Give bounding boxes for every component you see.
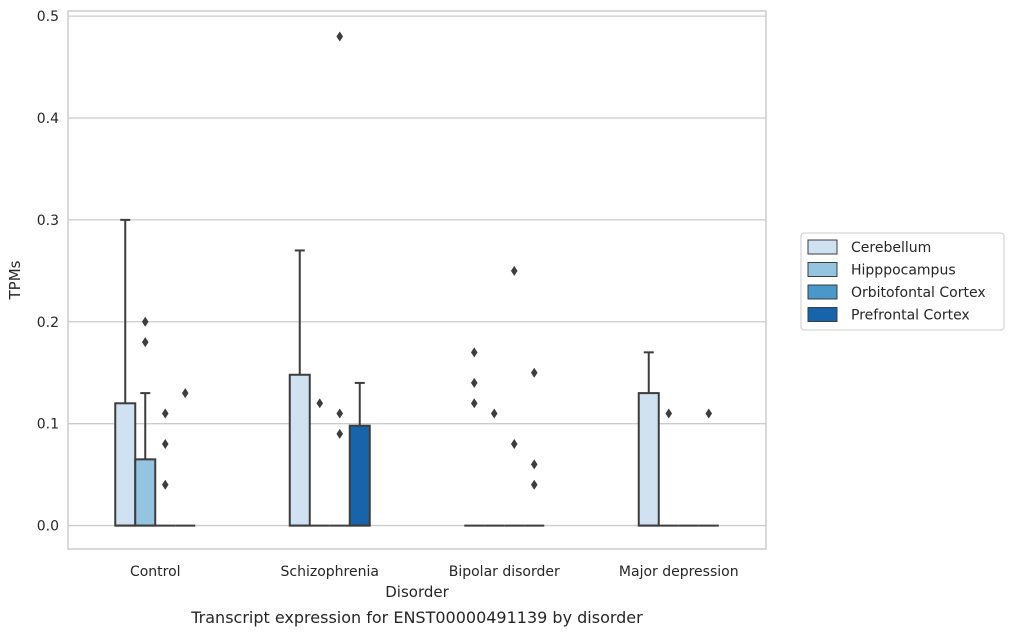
box-groups xyxy=(114,31,719,527)
legend-swatch xyxy=(807,262,838,277)
outlier-point xyxy=(490,408,498,419)
outlier-point xyxy=(530,479,538,490)
box-prefrontal-cortex xyxy=(524,367,545,527)
box-body xyxy=(114,402,137,527)
plot-frame xyxy=(67,10,767,550)
box-body xyxy=(134,458,157,527)
y-tick-label: 0.1 xyxy=(37,417,59,433)
legend: Cerebellum Hipppocampus Orbitofontal Corte… xyxy=(800,232,1005,331)
box-hipppocampus xyxy=(484,408,505,527)
box-prefrontal-cortex xyxy=(698,408,719,527)
outlier-point xyxy=(530,459,538,470)
legend-label: Prefrontal Cortex xyxy=(851,308,970,324)
outlier-point xyxy=(141,337,149,348)
y-tick-labels: 0.0 0.1 0.2 0.3 0.4 0.5 xyxy=(37,9,59,534)
x-tick-label: Schizophrenia xyxy=(281,564,379,580)
legend-label: Hipppocampus xyxy=(851,263,956,279)
chart-caption: Transcript expression for ENST0000049113… xyxy=(190,608,643,627)
outlier-point xyxy=(336,31,344,42)
x-tick-label: Major depression xyxy=(619,564,739,580)
outlier-point xyxy=(510,265,518,276)
outlier-point xyxy=(336,428,344,439)
box-hipppocampus xyxy=(658,408,679,527)
outlier-point xyxy=(161,479,169,490)
box-cerebellum xyxy=(464,347,485,527)
box-hipppocampus xyxy=(309,398,330,527)
x-tick-labels: Control Schizophrenia Bipolar disorder Majo… xyxy=(130,564,739,580)
box-orbitofontal-cortex xyxy=(504,265,525,527)
outlier-point xyxy=(510,439,518,450)
legend-item: Hipppocampus xyxy=(807,262,956,279)
outlier-point xyxy=(161,439,169,450)
y-tick-label: 0.3 xyxy=(37,213,59,229)
y-tick-label: 0.5 xyxy=(37,9,59,25)
box-prefrontal-cortex xyxy=(175,388,196,527)
legend-label: Orbitofontal Cortex xyxy=(851,285,986,301)
legend-item: Prefrontal Cortex xyxy=(807,307,970,324)
outlier-point xyxy=(705,408,713,419)
legend-label: Cerebellum xyxy=(851,240,931,256)
legend-swatch xyxy=(807,284,838,300)
legend-item: Cerebellum xyxy=(807,239,931,256)
x-tick-label: Bipolar disorder xyxy=(449,564,560,580)
legend-item: Orbitofontal Cortex xyxy=(807,284,986,301)
outlier-point xyxy=(530,367,538,378)
outlier-point xyxy=(181,388,189,399)
legend-swatch xyxy=(807,307,838,322)
y-axis-label: TPMs xyxy=(6,260,24,300)
legend-swatch xyxy=(807,239,838,255)
outlier-point xyxy=(336,408,344,419)
outlier-point xyxy=(161,408,169,419)
plot-background xyxy=(68,11,766,549)
outlier-point xyxy=(316,398,324,409)
box-orbitofontal-cortex xyxy=(329,31,350,527)
box-cerebellum xyxy=(288,249,311,527)
box-body xyxy=(348,424,371,527)
x-tick-label: Control xyxy=(130,564,181,580)
outlier-point xyxy=(665,408,673,419)
box-prefrontal-cortex xyxy=(348,381,371,527)
x-axis-label: Disorder xyxy=(385,583,449,601)
y-tick-label: 0.4 xyxy=(37,111,59,127)
box-body xyxy=(637,392,660,527)
y-tick-label: 0.0 xyxy=(37,519,59,535)
y-tick-label: 0.2 xyxy=(37,315,59,331)
outlier-point xyxy=(470,398,478,409)
outlier-point xyxy=(470,377,478,388)
outlier-point xyxy=(470,347,478,358)
outlier-point xyxy=(141,316,149,327)
box-hipppocampus xyxy=(134,316,157,527)
box-orbitofontal-cortex xyxy=(155,408,176,527)
legend-frame xyxy=(800,232,1005,331)
box-cerebellum xyxy=(637,351,660,527)
box-body xyxy=(288,373,311,527)
